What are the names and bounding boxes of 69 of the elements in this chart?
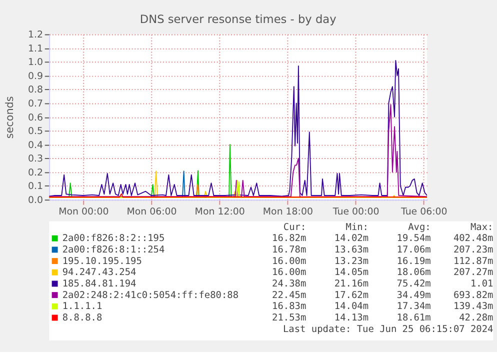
y-tick-label: 0.6 [28,112,43,124]
x-tick-label: Mon 00:00 [58,206,109,218]
y-tick-label: 1.0 [28,57,43,68]
text: 17.34m [396,301,432,312]
x-tick-label: Tue 00:00 [332,206,380,218]
y-tick-label: 0.7 [28,98,43,110]
x-tick-label: Tue 06:00 [400,206,448,218]
y-tick-label: 0.8 [28,84,43,96]
text: 16.82m [272,233,306,244]
text: 22.45m [272,290,306,301]
text: Min: [346,222,368,233]
y-tick-label: 0.1 [28,181,43,192]
y-tick-label: 1.1 [28,43,43,54]
text: 139.43m [453,301,494,312]
legend-label: 185.84.81.194 [62,278,137,290]
legend-label: 195.10.195.195 [62,256,142,267]
y-tick-label: 0.2 [28,167,43,178]
text: 42.28m [459,312,494,324]
text: Last update: Tue Jun 25 06:15:07 2024 [282,324,494,335]
line-series [49,60,428,197]
line-series [49,104,428,198]
text: 693.82m [453,290,494,301]
text: Cur: [283,222,306,233]
y-tick-label: 0.3 [28,154,43,165]
text: 207.27m [453,267,494,278]
legend-label: 8.8.8.8 [62,312,102,324]
text: 14.13m [334,312,369,324]
text: 34.49m [396,290,432,301]
text: 402.48m [453,233,494,244]
text: 13.63m [334,244,369,256]
text: 16.19m [396,256,432,267]
y-tick-label: 0.4 [28,140,43,151]
text: Avg: [408,222,431,233]
text: 207.23m [453,244,494,256]
text: 112.87m [453,256,494,267]
text: 14.04m [334,301,369,312]
legend-label: 94.247.43.254 [62,267,137,278]
text: 16.78m [272,244,306,256]
text: 18.61m [396,312,432,324]
legend-label: 1.1.1.1 [62,301,102,312]
text: 18.06m [396,267,432,278]
text: 75.42m [396,278,432,290]
y-tick-label: 0.9 [28,70,43,82]
text: Max: [470,222,494,233]
text: 1.01 [470,278,494,290]
y-tick-label: 1.2 [28,30,43,41]
text: 14.02m [334,233,369,244]
y-axis-title: seconds [4,96,16,139]
y-tick-label: 0.0 [28,194,43,206]
x-tick-label: Mon 06:00 [126,206,177,218]
text: 24.38m [272,278,306,290]
text: 21.16m [334,278,369,290]
text: 17.62m [334,290,369,301]
text: 16.83m [272,301,306,312]
text: 19.54m [396,233,432,244]
x-tick-label: Mon 18:00 [262,206,314,218]
x-tick-label: Mon 12:00 [194,206,245,218]
text: 13.23m [334,256,369,267]
legend-label: 2a02:248:2:41c0:5054:ff:fe80:88 [62,290,239,301]
line-series [49,180,428,198]
legend-label: 2a00:f826:8:2::195 [62,233,165,244]
chart-title: DNS server resonse times - by day [140,12,337,26]
text: 16.00m [272,256,306,267]
text: 14.05m [334,267,369,278]
legend-label: 2a00:f826:8:1::254 [62,244,165,256]
y-tick-label: 0.5 [28,126,43,138]
text: 17.06m [396,244,432,256]
text: 21.53m [272,312,306,324]
text: 16.00m [272,267,306,278]
